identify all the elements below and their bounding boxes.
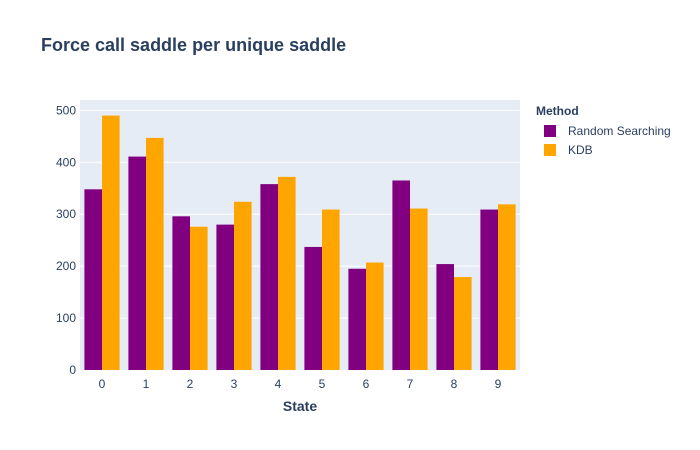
bar-random-searching-9 [480, 209, 498, 370]
y-tick-label: 100 [56, 311, 76, 325]
y-axis-ticks: 0 100 200 300 400 500 [56, 103, 76, 377]
x-tick-label: 0 [99, 377, 106, 391]
y-tick-label: 500 [56, 103, 76, 117]
x-tick-label: 7 [407, 377, 414, 391]
bar-kdb-4 [278, 176, 296, 370]
bar-random-searching-6 [348, 268, 366, 370]
bar-kdb-1 [146, 137, 164, 370]
x-tick-label: 1 [143, 377, 150, 391]
bar-kdb-2 [190, 226, 208, 370]
bar-random-searching-2 [172, 216, 190, 370]
bar-random-searching-5 [304, 246, 322, 370]
bar-random-searching-3 [216, 224, 234, 370]
bar-kdb-3 [234, 201, 252, 370]
legend-label: Random Searching [568, 124, 671, 138]
bars [84, 115, 516, 370]
x-tick-label: 2 [187, 377, 194, 391]
bar-kdb-7 [410, 208, 428, 370]
bar-kdb-0 [102, 115, 120, 370]
legend-title: Method [536, 104, 579, 118]
x-tick-label: 3 [231, 377, 238, 391]
legend-swatch [544, 144, 556, 156]
legend: Method Random Searching KDB [536, 104, 671, 157]
x-tick-label: 4 [275, 377, 282, 391]
y-tick-label: 0 [69, 363, 76, 377]
x-tick-label: 8 [451, 377, 458, 391]
bar-random-searching-0 [84, 189, 102, 370]
legend-items: Random Searching KDB [544, 124, 671, 157]
bar-random-searching-4 [260, 184, 278, 370]
bar-kdb-9 [498, 204, 516, 370]
y-tick-label: 200 [56, 259, 76, 273]
bar-random-searching-1 [128, 156, 146, 370]
x-axis-ticks: 0 1 2 3 4 5 6 7 8 9 [99, 377, 502, 391]
x-tick-label: 6 [363, 377, 370, 391]
y-tick-label: 400 [56, 155, 76, 169]
bar-kdb-6 [366, 262, 384, 370]
x-tick-label: 9 [495, 377, 502, 391]
bar-random-searching-7 [392, 180, 410, 370]
x-axis-title: State [283, 398, 317, 414]
y-tick-label: 300 [56, 207, 76, 221]
legend-label: KDB [568, 143, 593, 157]
x-tick-label: 5 [319, 377, 326, 391]
chart-title: Force call saddle per unique saddle [41, 35, 346, 55]
bar-kdb-5 [322, 209, 340, 370]
bar-random-searching-8 [436, 264, 454, 370]
bar-kdb-8 [454, 277, 472, 370]
legend-swatch [544, 125, 556, 137]
